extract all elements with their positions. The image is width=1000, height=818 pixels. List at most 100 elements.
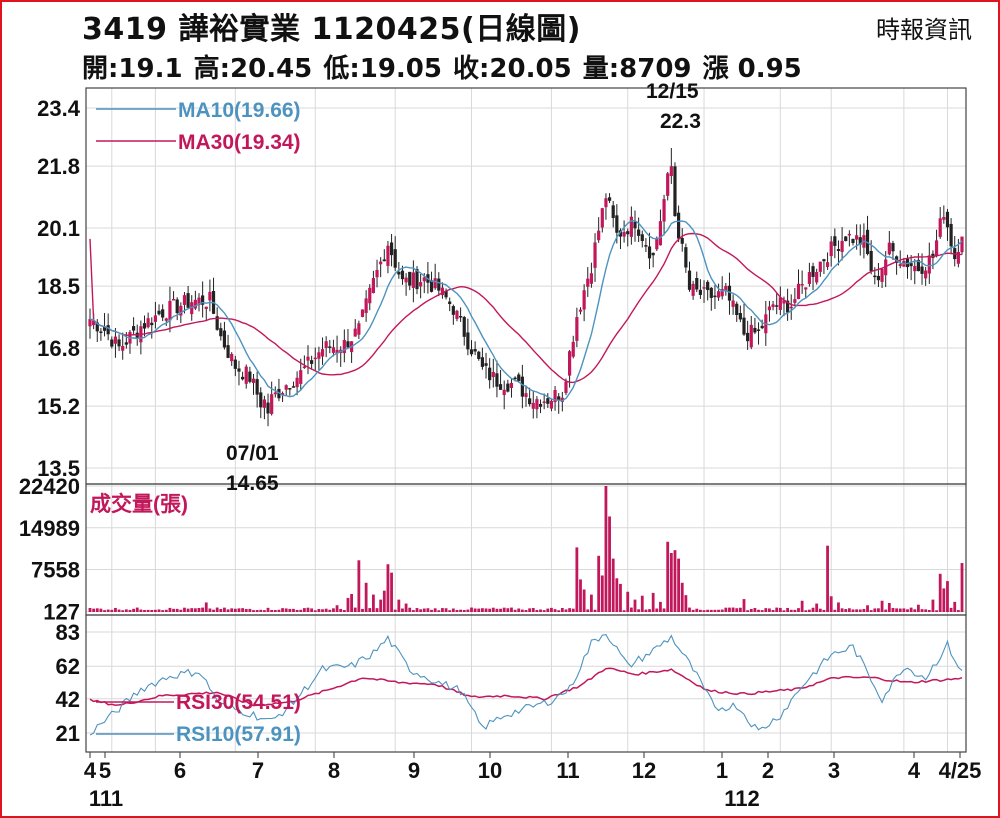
candle-body xyxy=(379,261,383,265)
panel-border xyxy=(85,614,967,753)
candle-body xyxy=(215,316,219,330)
candle-body xyxy=(182,295,187,305)
candle-body xyxy=(597,230,601,241)
volume-bar xyxy=(564,609,568,612)
candle-body xyxy=(284,385,288,390)
candle-body xyxy=(288,388,292,390)
candle-body xyxy=(771,304,775,308)
volume-bar xyxy=(146,609,150,612)
volume-bar xyxy=(346,597,350,612)
volume-bar xyxy=(386,564,390,612)
candle-body xyxy=(193,299,197,309)
volume-bar xyxy=(124,609,128,612)
x-tick-label: 2 xyxy=(762,758,774,783)
candle-body xyxy=(440,287,445,296)
close-value: 收:20.05 xyxy=(453,54,572,84)
candle-body xyxy=(836,249,841,251)
panel-border xyxy=(85,483,967,616)
candle-body xyxy=(509,382,514,388)
volume-bar xyxy=(313,610,317,612)
volume-bar xyxy=(818,608,822,612)
volume-bar xyxy=(840,608,844,612)
volume-bar xyxy=(397,599,401,612)
candle-body xyxy=(302,366,306,369)
volume-bar xyxy=(88,607,92,612)
candle-body xyxy=(124,342,128,345)
volume-bar xyxy=(568,608,571,612)
volume-bar xyxy=(150,609,154,612)
x-tick-label: 9 xyxy=(408,758,420,783)
volume-bar xyxy=(575,547,579,612)
volume-bar xyxy=(920,609,924,612)
volume-bar xyxy=(404,603,408,612)
volume-bar xyxy=(197,607,201,612)
candle-body xyxy=(887,242,891,255)
volume-bar xyxy=(441,608,444,612)
volume-bar xyxy=(433,608,437,612)
candle-body xyxy=(320,349,325,357)
candle-body xyxy=(724,285,728,291)
volume-bar xyxy=(669,552,673,612)
volume-bar xyxy=(629,607,633,612)
candle-body xyxy=(869,250,873,272)
candle-body xyxy=(360,309,365,317)
rsi-tick-label: 83 xyxy=(56,620,80,645)
candle-body xyxy=(898,264,902,267)
candle-body xyxy=(142,323,147,329)
x-tick-label: 8 xyxy=(328,758,340,783)
volume-bar xyxy=(847,608,851,612)
volume-bar xyxy=(353,607,357,612)
candle-body xyxy=(393,249,397,268)
candle-body xyxy=(291,386,296,388)
candle-body xyxy=(186,293,190,308)
chart-title: 3419 譁裕實業 1120425(日線圖) xyxy=(82,12,581,47)
candle-body xyxy=(208,291,212,301)
candle-body xyxy=(560,397,564,402)
volume-bar xyxy=(164,609,168,612)
volume-bar xyxy=(622,610,626,612)
candle-body xyxy=(473,349,477,352)
volume-bar xyxy=(684,595,688,612)
candle-body xyxy=(647,246,652,259)
volume-bar xyxy=(528,608,532,612)
x-tick-label: 6 xyxy=(174,758,186,783)
volume-bar xyxy=(956,610,960,612)
volume-bar xyxy=(778,607,782,612)
volume-bar xyxy=(833,609,837,612)
volume-bar xyxy=(902,608,906,612)
candle-body xyxy=(538,403,543,407)
volume-bar xyxy=(942,588,946,612)
axes: 23.421.820.118.516.815.213.5224201498975… xyxy=(19,87,981,811)
candle-body xyxy=(564,381,568,393)
candle-body xyxy=(767,306,772,311)
volume-bar xyxy=(270,609,274,612)
low-annotation-value: 14.65 xyxy=(226,472,279,495)
volume-bar xyxy=(862,608,866,612)
volume-bar xyxy=(938,573,942,612)
volume-bar xyxy=(866,605,869,612)
volume-bar xyxy=(357,560,361,612)
volume-bar xyxy=(455,609,459,612)
volume-bar xyxy=(553,609,557,612)
price-tick-label: 18.5 xyxy=(37,274,80,299)
candle-body xyxy=(273,392,277,395)
volume-bar xyxy=(560,607,564,612)
volume-bar xyxy=(535,610,539,612)
volume-bar xyxy=(520,609,524,612)
volume-tick-label: 7558 xyxy=(31,558,80,583)
candle-body xyxy=(448,301,452,305)
candle-body xyxy=(306,356,310,361)
volume-bar xyxy=(143,610,146,612)
volume-bar xyxy=(451,608,455,612)
candle-body xyxy=(840,240,844,252)
volume-bar xyxy=(909,607,913,612)
candle-body xyxy=(924,270,928,279)
candle-body xyxy=(346,341,350,348)
volume-bar xyxy=(328,609,332,612)
candle-body xyxy=(371,278,375,293)
volume-bar xyxy=(248,608,252,612)
volume-bar xyxy=(481,608,484,612)
volume-bar xyxy=(364,582,368,612)
candle-body xyxy=(626,231,630,235)
volume-bar xyxy=(437,610,441,612)
